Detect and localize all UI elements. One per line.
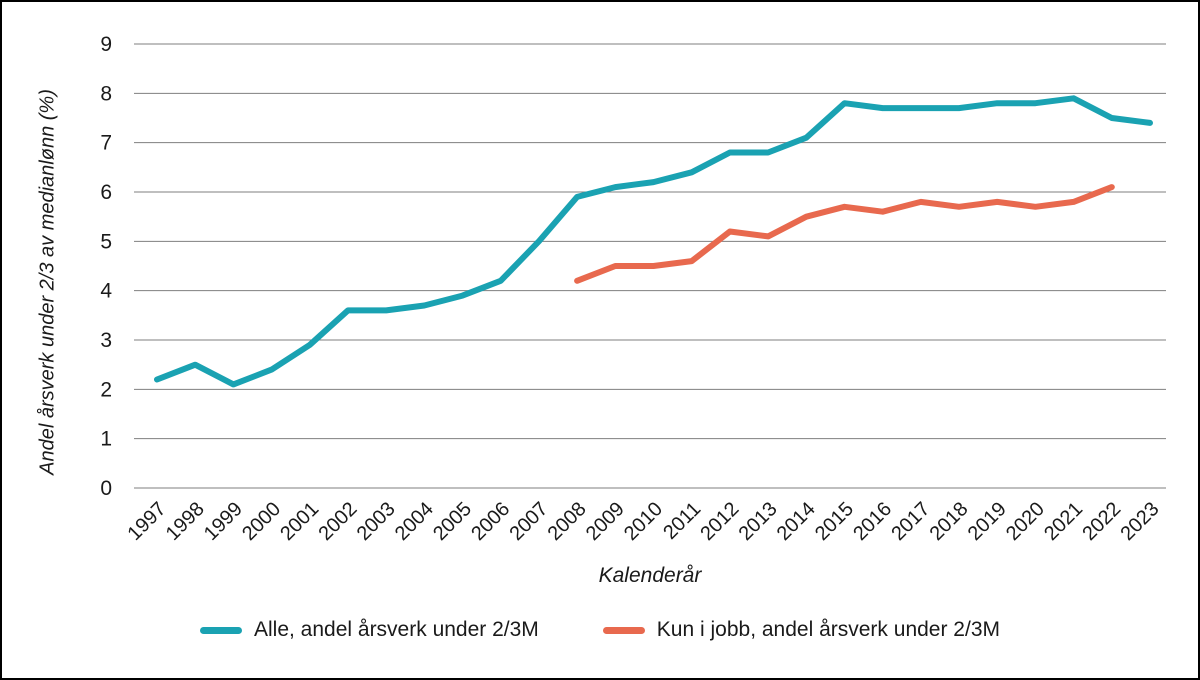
y-tick-label: 4 bbox=[100, 280, 112, 303]
x-tick-label: 2008 bbox=[544, 498, 591, 545]
y-tick-label: 7 bbox=[100, 132, 112, 155]
y-tick-label: 3 bbox=[100, 329, 112, 352]
x-axis-title: Kalenderår bbox=[598, 564, 702, 587]
y-tick-label: 2 bbox=[100, 378, 112, 401]
x-tick-label: 2007 bbox=[505, 498, 552, 545]
x-tick-label: 2003 bbox=[353, 498, 400, 545]
x-tick-label: 2006 bbox=[467, 498, 514, 545]
legend-item-alle: Alle, andel årsverk under 2/3M bbox=[199, 618, 539, 642]
series-line-1 bbox=[574, 184, 1115, 284]
x-tick-label: 1999 bbox=[200, 498, 247, 545]
legend-swatch-kun-i-jobb bbox=[602, 626, 645, 634]
x-tick-label: 2010 bbox=[620, 498, 667, 545]
x-tick-label: 2005 bbox=[429, 498, 476, 545]
legend-label-alle: Alle, andel årsverk under 2/3M bbox=[253, 618, 539, 641]
x-tick-label: 2017 bbox=[887, 498, 934, 545]
x-tick-label: 1998 bbox=[162, 498, 209, 545]
x-tick-label: 2011 bbox=[659, 498, 705, 544]
y-tick-label: 9 bbox=[100, 33, 112, 56]
y-tick-label: 0 bbox=[100, 477, 112, 500]
series-line-0 bbox=[154, 95, 1153, 388]
x-tick-label: 2021 bbox=[1040, 498, 1087, 545]
x-tick-label: 2020 bbox=[1002, 498, 1049, 545]
y-axis-title: Andel årsverk under 2/3 av medianlønn (%… bbox=[36, 89, 59, 475]
x-tick-label: 2022 bbox=[1078, 498, 1125, 545]
legend-label-kun-i-jobb: Kun i jobb, andel årsverk under 2/3M bbox=[656, 618, 1000, 641]
x-tick-label: 2004 bbox=[391, 498, 438, 545]
x-tick-label: 2009 bbox=[582, 498, 629, 545]
x-tick-label: 2002 bbox=[314, 498, 361, 545]
x-tick-label: 2016 bbox=[849, 498, 896, 545]
y-tick-label: 6 bbox=[100, 181, 112, 204]
x-tick-label: 2013 bbox=[735, 498, 782, 545]
legend-item-kun-i-jobb: Kun i jobb, andel årsverk under 2/3M bbox=[602, 618, 1000, 642]
y-tick-label: 5 bbox=[100, 230, 112, 253]
x-tick-label: 2019 bbox=[964, 498, 1011, 545]
x-tick-label: 2015 bbox=[811, 498, 858, 545]
x-tick-label: 2023 bbox=[1117, 498, 1164, 545]
x-tick-label: 2000 bbox=[238, 498, 285, 545]
y-tick-label: 1 bbox=[100, 428, 112, 451]
x-tick-label: 2018 bbox=[926, 498, 973, 545]
x-tick-label: 2001 bbox=[276, 498, 323, 545]
y-tick-label: 8 bbox=[100, 82, 112, 105]
x-tick-label: 1997 bbox=[124, 498, 171, 545]
legend-swatch-alle bbox=[199, 626, 242, 634]
x-tick-label: 2014 bbox=[773, 498, 820, 545]
legend: Alle, andel årsverk under 2/3M Kun i job… bbox=[2, 618, 1198, 642]
x-tick-label: 2012 bbox=[696, 498, 743, 545]
